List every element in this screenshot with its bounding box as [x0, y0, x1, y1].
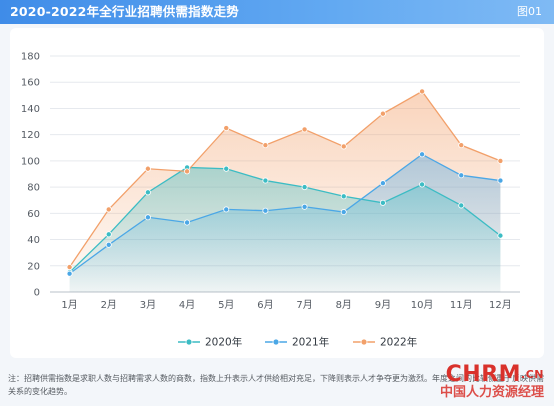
y-tick-label: 160	[21, 78, 40, 89]
x-tick-label: 8月	[336, 299, 352, 311]
data-point	[419, 88, 426, 95]
y-tick-label: 180	[21, 52, 40, 63]
x-tick-label: 12月	[489, 299, 512, 311]
chart-header-bar: 2020-2022年全行业招聘供需指数走势 图01	[0, 0, 554, 24]
x-tick-label: 7月	[296, 299, 312, 311]
legend-marker-0	[185, 338, 193, 346]
data-point	[379, 180, 386, 187]
data-point	[66, 270, 73, 277]
x-tick-label: 9月	[375, 299, 391, 311]
figure-label: 图01	[517, 5, 542, 18]
data-point	[497, 157, 504, 164]
x-tick-label: 1月	[61, 299, 77, 311]
data-point	[419, 151, 426, 158]
data-point	[458, 172, 465, 179]
chart-footnote: 注：招聘供需指数是求职人数与招聘需求人数的商数，指数上升表示人才供给相对充足，下…	[8, 374, 544, 396]
data-point	[497, 177, 504, 184]
y-tick-label: 120	[21, 130, 40, 141]
data-point	[144, 189, 151, 196]
x-tick-label: 4月	[179, 299, 195, 311]
data-point	[184, 219, 191, 226]
data-point	[458, 142, 465, 149]
data-point	[105, 206, 112, 213]
legend-label: 2022年	[380, 336, 417, 349]
y-tick-label: 0	[34, 288, 40, 299]
series-line-0	[69, 166, 501, 273]
series-line-1	[69, 153, 501, 275]
data-point	[340, 143, 347, 150]
chart-panel: 0 20 40 60 80 100 120 140 160 180 1月 2月 3月 4月 5月 6月 7月 8月…	[10, 28, 544, 358]
data-point	[223, 125, 230, 132]
data-point	[144, 214, 151, 221]
data-point	[301, 184, 308, 191]
legend-marker-2	[360, 338, 368, 346]
y-tick-label: 20	[27, 261, 40, 272]
y-tick-label: 80	[27, 183, 40, 194]
y-tick-label: 140	[21, 104, 40, 115]
y-tick-label: 100	[21, 156, 40, 167]
data-point	[301, 203, 308, 210]
data-point	[497, 232, 504, 239]
x-tick-label: 6月	[257, 299, 273, 311]
x-tick-label: 5月	[218, 299, 234, 311]
data-point	[458, 202, 465, 209]
chart-title: 2020-2022年全行业招聘供需指数走势	[10, 4, 239, 19]
data-point	[223, 165, 230, 172]
data-point	[223, 206, 230, 213]
data-point	[340, 209, 347, 216]
y-tick-label: 40	[27, 235, 40, 246]
x-tick-label: 2月	[101, 299, 117, 311]
legend-label: 2021年	[292, 336, 329, 349]
data-point	[419, 181, 426, 188]
legend-label: 2020年	[205, 336, 242, 349]
data-point	[262, 142, 269, 149]
data-point	[262, 207, 269, 214]
data-point	[66, 264, 73, 271]
x-tick-label: 3月	[140, 299, 156, 311]
data-point	[379, 110, 386, 117]
data-point	[340, 193, 347, 200]
data-point	[144, 165, 151, 172]
x-tick-label: 11月	[450, 299, 473, 311]
data-point	[262, 177, 269, 184]
y-tick-label: 60	[27, 209, 40, 220]
line-area-chart: 0 20 40 60 80 100 120 140 160 180 1月 2月 3月 4月 5月 6月 7月 8月…	[21, 52, 520, 349]
data-point	[301, 126, 308, 133]
data-point	[184, 168, 191, 175]
legend-marker-1	[272, 338, 280, 346]
data-point	[379, 199, 386, 206]
series-line-2	[69, 90, 501, 268]
data-point	[105, 241, 112, 248]
data-point	[105, 231, 112, 238]
x-tick-label: 10月	[411, 299, 434, 311]
